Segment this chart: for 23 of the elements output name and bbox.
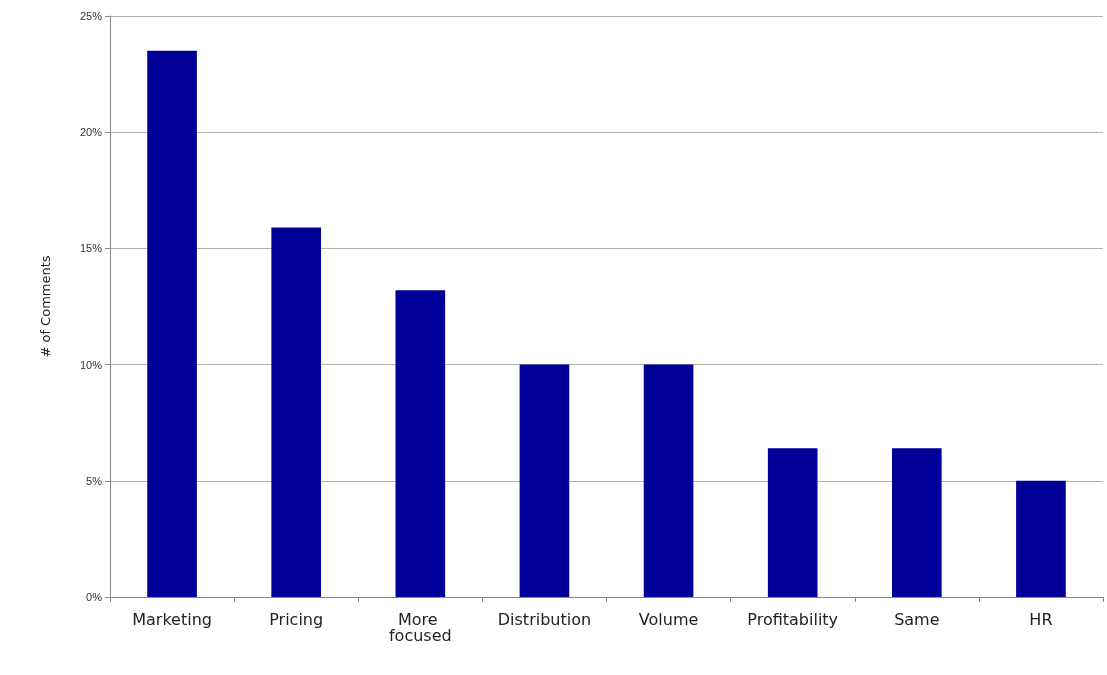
x-tick-label: HR bbox=[1029, 609, 1053, 629]
bar bbox=[395, 290, 446, 597]
y-tick-label: 0% bbox=[86, 591, 103, 603]
x-tick-label: More focused bbox=[388, 609, 452, 645]
bar bbox=[643, 364, 694, 597]
y-tick-label: 25% bbox=[79, 10, 103, 22]
bar bbox=[891, 448, 942, 597]
x-tick-label: Pricing bbox=[269, 609, 324, 629]
x-tick-label: Distribution bbox=[497, 609, 592, 629]
y-axis-title: # of Comments bbox=[38, 255, 53, 358]
x-tick-label: Marketing bbox=[132, 609, 212, 629]
x-tick-label: Volume bbox=[638, 609, 699, 629]
y-tick-label: 15% bbox=[79, 242, 103, 255]
bar bbox=[767, 448, 818, 597]
y-tick-label: 10% bbox=[79, 358, 103, 371]
bar bbox=[271, 227, 322, 597]
bar bbox=[1016, 480, 1066, 597]
y-tick-label: 20% bbox=[79, 126, 103, 139]
bar bbox=[519, 364, 570, 597]
y-tick-label: 5% bbox=[86, 474, 103, 487]
x-tick-label: Profitability bbox=[747, 609, 839, 629]
x-tick-label: Same bbox=[894, 609, 940, 629]
bar bbox=[147, 50, 197, 597]
